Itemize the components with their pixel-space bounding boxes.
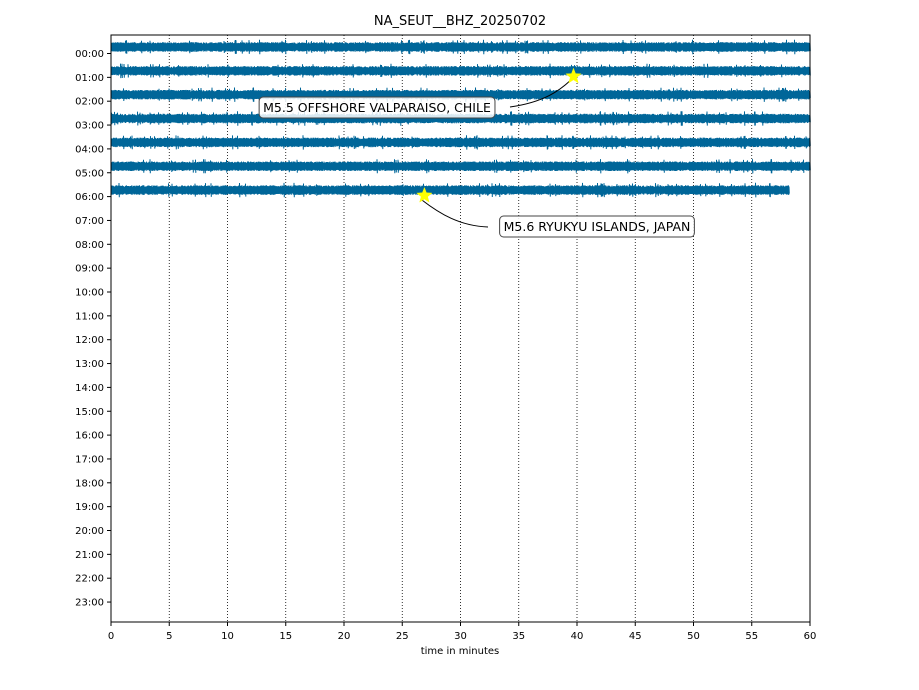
x-axis-label: time in minutes	[421, 646, 500, 657]
y-tick-label: 08:00	[75, 240, 104, 251]
x-axis: 0 5 10 15 20 25 30 35 40 45 50 55 60	[108, 622, 817, 642]
x-tick-label: 60	[804, 631, 817, 642]
x-tick-label: 5	[166, 631, 172, 642]
y-axis: 00:00 01:00 02:00 03:00 04:00 05:00 06:00 07:00…	[75, 49, 111, 609]
y-tick-label: 11:00	[75, 311, 104, 322]
x-tick-label: 50	[687, 631, 700, 642]
y-tick-label: 02:00	[75, 97, 104, 108]
y-tick-label: 12:00	[75, 335, 104, 346]
y-tick-label: 01:00	[75, 73, 104, 84]
y-tick-label: 14:00	[75, 383, 104, 394]
y-tick-label: 17:00	[75, 454, 104, 465]
event-label: M5.6 RYUKYU ISLANDS, JAPAN	[504, 219, 691, 234]
y-tick-label: 15:00	[75, 407, 104, 418]
trace-hour-2	[110, 87, 811, 102]
chart-title: NA_SEUT__BHZ_20250702	[374, 14, 546, 29]
trace-hour-3	[110, 111, 811, 126]
trace-hour-1	[110, 63, 811, 79]
y-tick-label: 13:00	[75, 359, 104, 370]
x-tick-label: 30	[454, 631, 467, 642]
y-tick-label: 18:00	[75, 478, 104, 489]
seismic-traces	[110, 39, 811, 198]
y-tick-label: 10:00	[75, 288, 104, 299]
event-annotations: M5.5 OFFSHORE VALPARAISO, CHILE M5.6 RYUK…	[258, 67, 695, 238]
y-tick-label: 05:00	[75, 168, 104, 179]
x-tick-label: 40	[571, 631, 584, 642]
x-tick-label: 45	[629, 631, 642, 642]
y-tick-label: 23:00	[75, 598, 104, 609]
y-tick-label: 06:00	[75, 192, 104, 203]
x-tick-label: 25	[396, 631, 409, 642]
trace-hour-6	[110, 182, 790, 198]
x-tick-label: 10	[221, 631, 234, 642]
trace-hour-0	[110, 39, 811, 55]
y-tick-label: 21:00	[75, 550, 104, 561]
event-star-marker	[416, 186, 433, 203]
y-tick-label: 03:00	[75, 121, 104, 132]
y-tick-label: 16:00	[75, 431, 104, 442]
event-arrow	[421, 199, 489, 228]
y-tick-label: 00:00	[75, 49, 104, 60]
y-tick-label: 07:00	[75, 216, 104, 227]
x-tick-label: 20	[338, 631, 351, 642]
event-label: M5.5 OFFSHORE VALPARAISO, CHILE	[263, 100, 491, 115]
trace-hour-5	[110, 159, 811, 174]
x-tick-label: 35	[512, 631, 525, 642]
x-tick-label: 15	[279, 631, 292, 642]
event-label-box	[258, 96, 496, 119]
event-arrow	[509, 79, 571, 108]
y-tick-label: 22:00	[75, 574, 104, 585]
x-tick-label: 0	[108, 631, 114, 642]
event-star-marker	[565, 67, 582, 84]
y-tick-label: 09:00	[75, 264, 104, 275]
x-tick-label: 55	[745, 631, 758, 642]
y-tick-label: 04:00	[75, 144, 104, 155]
y-tick-label: 19:00	[75, 502, 104, 513]
trace-hour-4	[110, 135, 811, 150]
grid-lines	[168, 35, 753, 622]
event-label-box	[499, 215, 695, 238]
y-tick-label: 20:00	[75, 526, 104, 537]
